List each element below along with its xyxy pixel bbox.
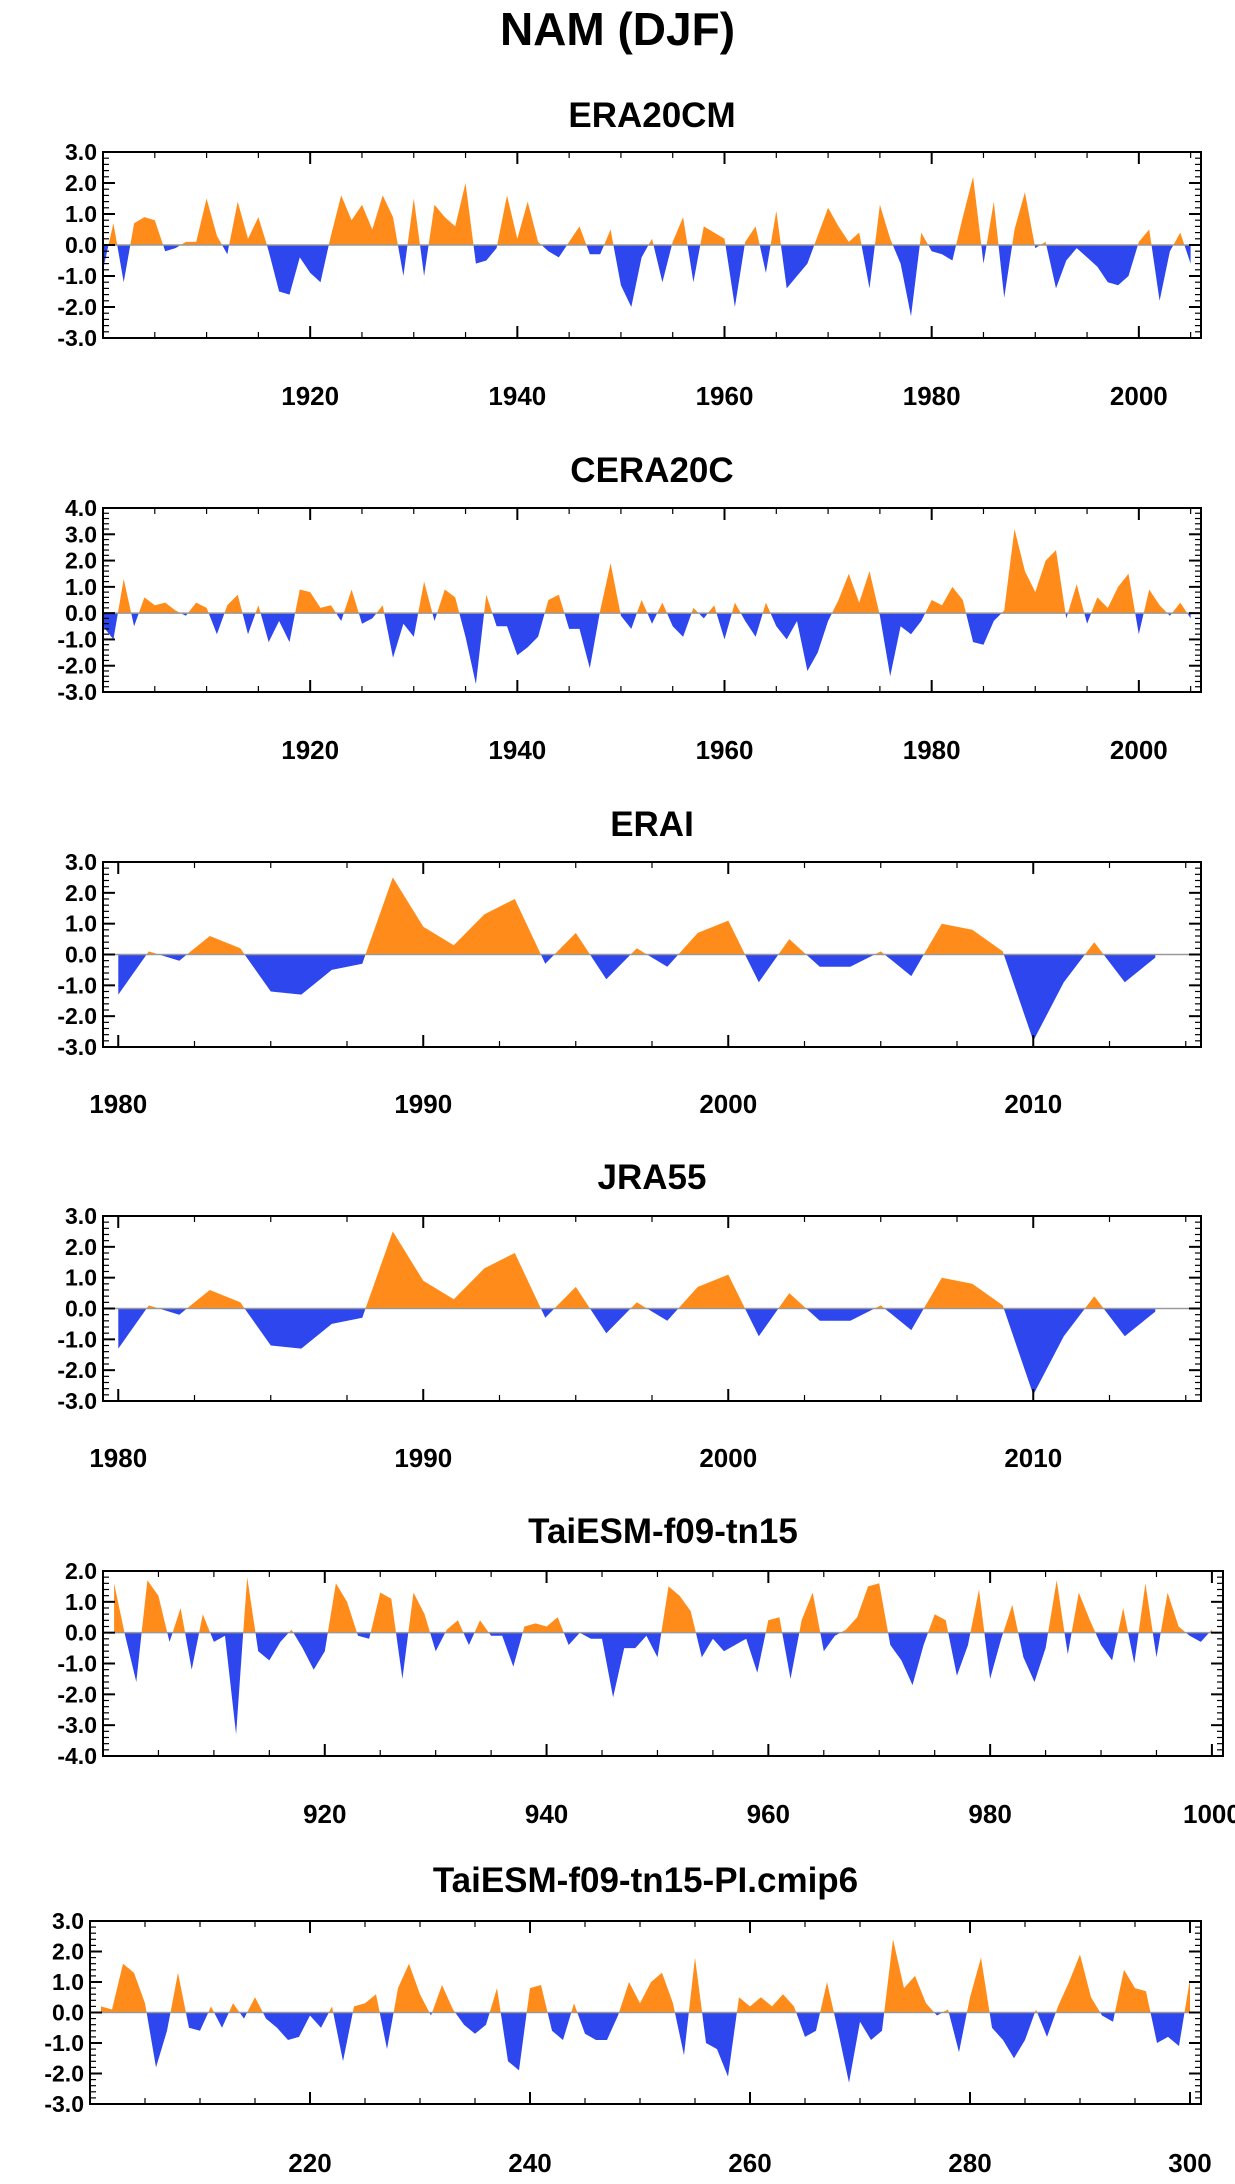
chart-panel-6: 3.0 2.0 1.0 0.0 -1.0 -2.0 -3.0 220 240 260 280 300 T…	[44, 1861, 1211, 2178]
y-tick-label: -3.0	[57, 679, 97, 705]
negative-area	[118, 1308, 1156, 1395]
y-tick-label: -3.0	[44, 2091, 84, 2117]
panel-title: TaiESM-f09-tn15	[528, 1512, 798, 1551]
y-tick-label: 1.0	[65, 1265, 97, 1291]
y-tick-label: 3.0	[52, 1908, 84, 1934]
panel-title: TaiESM-f09-tn15-PI.cmip6	[433, 1861, 858, 1900]
x-tick-label: 260	[728, 2148, 771, 2178]
y-tick-label: 2.0	[65, 880, 97, 906]
x-tick-label: 940	[525, 1799, 568, 1829]
x-tick-label: 300	[1168, 2148, 1211, 2178]
chart-panel-1: 3.0 2.0 1.0 0.0 -1.0 -2.0 -3.0 1920 1940 1960 1980…	[57, 96, 1202, 411]
negative-area	[114, 1632, 1212, 1735]
x-tick-label: 1960	[696, 381, 754, 411]
y-tick-label: -3.0	[57, 1712, 97, 1738]
panel-title: JRA55	[598, 1158, 707, 1197]
x-tick-label: 1960	[696, 735, 754, 765]
x-tick-label: 1940	[488, 735, 546, 765]
y-tick-label: -2.0	[57, 653, 97, 679]
y-tick-label: 0.0	[65, 1620, 97, 1646]
y-tick-label: 3.0	[65, 521, 97, 547]
y-tick-label: -2.0	[57, 1003, 97, 1029]
chart-panel-4: 3.0 2.0 1.0 0.0 -1.0 -2.0 -3.0 1980 1990 2000 2010…	[57, 1158, 1202, 1473]
y-tick-label: -2.0	[57, 294, 97, 320]
x-tick-label: 980	[968, 1799, 1011, 1829]
y-tick-label: 3.0	[65, 139, 97, 165]
panel-title: CERA20C	[570, 451, 733, 490]
positive-area	[114, 1577, 1212, 1633]
main-title: NAM (DJF)	[499, 3, 736, 55]
x-tick-label: 2010	[1004, 1443, 1062, 1473]
x-tick-label: 2000	[699, 1443, 757, 1473]
y-tick-label: -3.0	[57, 1034, 97, 1060]
chart-panel-3: 3.0 2.0 1.0 0.0 -1.0 -2.0 -3.0 1980 1990 2000 2010…	[57, 805, 1202, 1119]
x-tick-label: 1980	[89, 1443, 147, 1473]
y-tick-label: -1.0	[44, 2030, 84, 2056]
y-tick-label: -4.0	[57, 1743, 97, 1769]
panel-title: ERAI	[610, 805, 694, 844]
y-tick-label: 1.0	[65, 201, 97, 227]
x-tick-label: 2000	[1110, 381, 1168, 411]
y-tick-label: -2.0	[44, 2061, 84, 2087]
x-tick-label: 2000	[699, 1089, 757, 1119]
x-tick-label: 2000	[1110, 735, 1168, 765]
negative-area	[103, 613, 1191, 685]
negative-area	[118, 954, 1156, 1041]
negative-area	[101, 2012, 1190, 2083]
y-tick-label: -3.0	[57, 325, 97, 351]
y-tick-label: -1.0	[57, 972, 97, 998]
y-tick-label: 0.0	[65, 232, 97, 258]
positive-area	[101, 1939, 1190, 2013]
x-tick-label: 960	[747, 1799, 790, 1829]
x-tick-label: 1980	[903, 381, 961, 411]
y-tick-label: 4.0	[65, 495, 97, 521]
y-tick-label: 2.0	[65, 170, 97, 196]
x-tick-label: 220	[288, 2148, 331, 2178]
x-tick-label: 920	[303, 1799, 346, 1829]
y-tick-label: 3.0	[65, 849, 97, 875]
y-tick-label: 2.0	[65, 548, 97, 574]
negative-area	[103, 245, 1191, 317]
y-tick-label: -2.0	[57, 1357, 97, 1383]
y-tick-label: 1.0	[65, 574, 97, 600]
y-tick-label: 0.0	[65, 942, 97, 968]
y-tick-label: 1.0	[52, 1969, 84, 1995]
x-tick-label: 1920	[281, 381, 339, 411]
y-tick-label: 1.0	[65, 911, 97, 937]
positive-area	[118, 877, 1156, 955]
x-tick-label: 240	[508, 2148, 551, 2178]
y-tick-label: -1.0	[57, 1326, 97, 1352]
y-tick-label: -1.0	[57, 263, 97, 289]
y-tick-label: 2.0	[65, 1234, 97, 1260]
x-tick-label: 1990	[394, 1443, 452, 1473]
y-tick-label: -2.0	[57, 1681, 97, 1707]
y-tick-label: 1.0	[65, 1589, 97, 1615]
x-tick-label: 2010	[1004, 1089, 1062, 1119]
y-tick-label: -3.0	[57, 1388, 97, 1414]
x-tick-label: 1990	[394, 1089, 452, 1119]
y-tick-label: 2.0	[52, 1939, 84, 1965]
positive-area	[103, 176, 1191, 245]
x-tick-label: 280	[948, 2148, 991, 2178]
panel-title: ERA20CM	[568, 96, 735, 135]
chart-panel-5: 2.0 1.0 0.0 -1.0 -2.0 -3.0 -4.0 920 940 960 980 100…	[57, 1512, 1235, 1829]
x-tick-label: 1980	[89, 1089, 147, 1119]
y-tick-label: 3.0	[65, 1203, 97, 1229]
y-tick-label: 0.0	[52, 2000, 84, 2026]
x-tick-label: 1000	[1183, 1799, 1235, 1829]
plot-frame	[102, 507, 1202, 693]
x-tick-label: 1920	[281, 735, 339, 765]
x-tick-label: 1980	[903, 735, 961, 765]
chart-panel-2: 4.03.02.01.00.0-1.0-2.0-3.0 1920 1940 1960 1…	[57, 451, 1202, 765]
y-tick-label: 0.0	[65, 1296, 97, 1322]
x-tick-label: 1940	[488, 381, 546, 411]
positive-area	[118, 1231, 1156, 1309]
y-tick-label: 0.0	[65, 600, 97, 626]
y-tick-label: -1.0	[57, 626, 97, 652]
y-tick-label: -1.0	[57, 1651, 97, 1677]
positive-area	[103, 529, 1191, 614]
y-tick-label: 2.0	[65, 1558, 97, 1584]
